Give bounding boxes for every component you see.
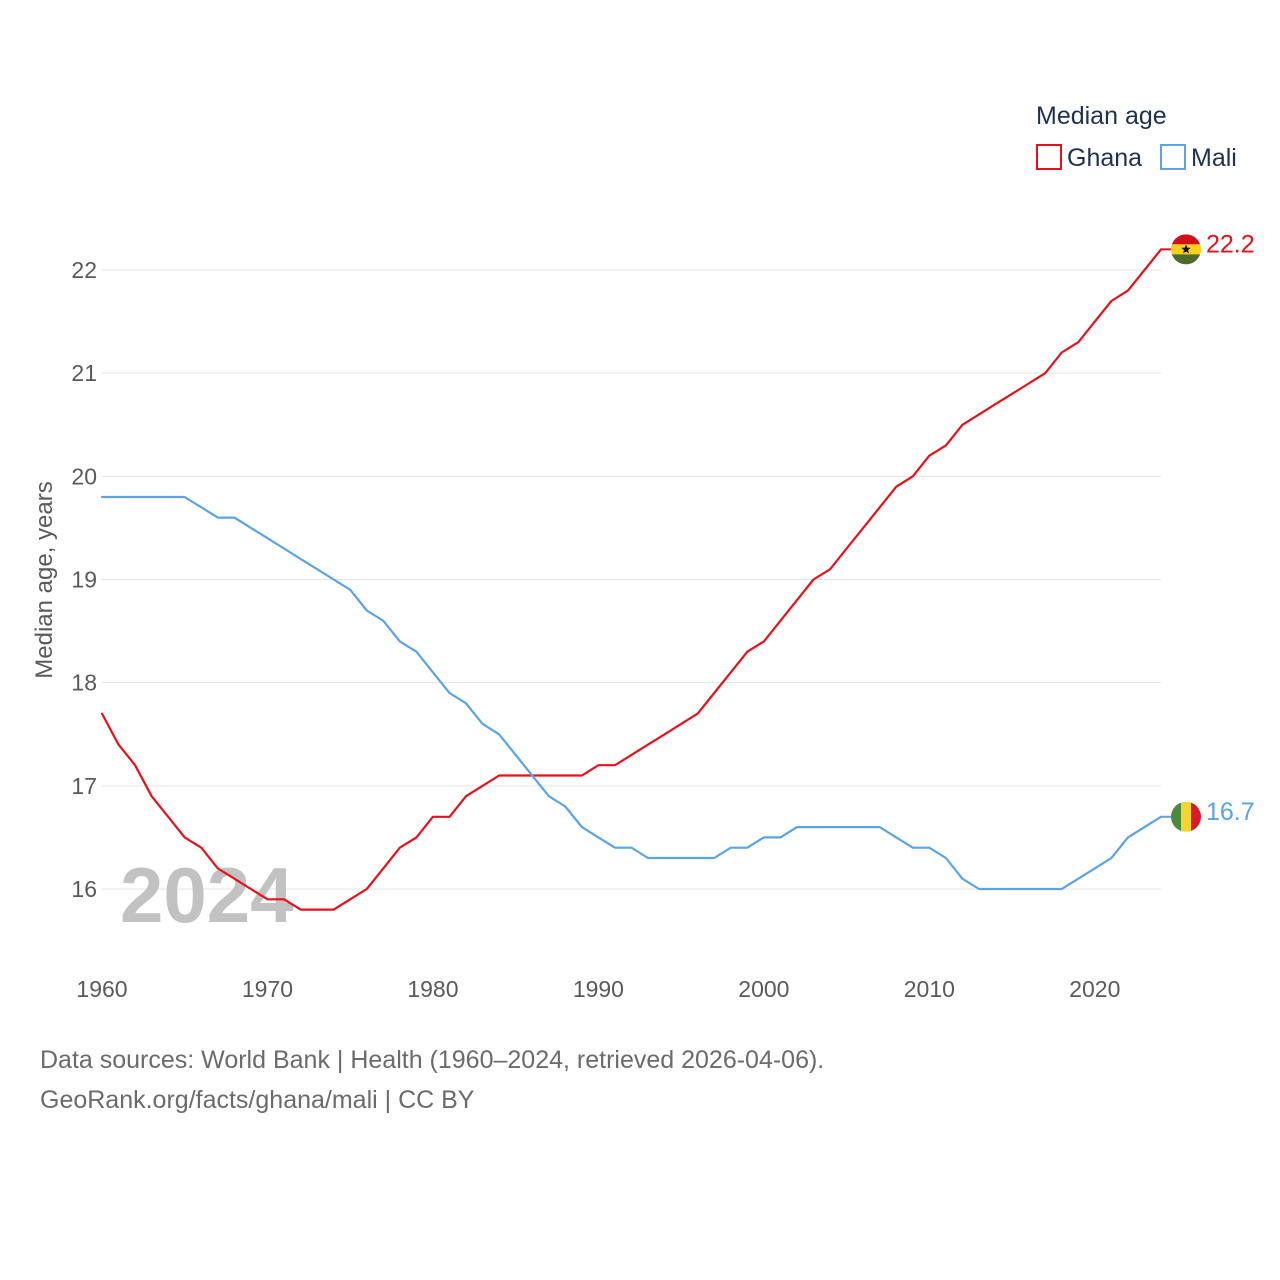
y-axis-ticks: 16 17 18 19 20 21 22 <box>71 257 97 902</box>
legend-swatch-ghana <box>1036 144 1062 170</box>
x-tick-label-2020: 2020 <box>1069 976 1120 1002</box>
y-tick-label-22: 22 <box>71 257 97 283</box>
legend: Median age Ghana Mali <box>1036 102 1237 172</box>
y-tick-label-21: 21 <box>71 360 97 386</box>
flag-ghana-icon <box>1171 234 1201 265</box>
end-label-mali: 16.7 <box>1206 798 1255 826</box>
x-tick-label-1980: 1980 <box>407 976 458 1002</box>
x-tick-label-1990: 1990 <box>573 976 624 1002</box>
flag-mali-icon <box>1171 801 1201 832</box>
legend-label-ghana: Ghana <box>1067 144 1142 172</box>
data-sources-text: Data sources: World Bank | Health (1960–… <box>40 1046 825 1074</box>
median-age-chart: 16 17 18 19 20 21 22 1960 1970 1980 1990 2000 2010 2… <box>31 102 1255 1002</box>
current-year-watermark: 2024 <box>120 851 294 939</box>
legend-title: Median age <box>1036 102 1167 130</box>
legend-item-mali[interactable]: Mali <box>1160 144 1237 172</box>
end-label-ghana: 22.2 <box>1206 230 1255 258</box>
x-tick-label-2000: 2000 <box>738 976 789 1002</box>
x-tick-label-1960: 1960 <box>76 976 127 1002</box>
y-tick-label-17: 17 <box>71 773 97 799</box>
x-tick-label-2010: 2010 <box>904 976 955 1002</box>
series-line-mali[interactable] <box>100 495 1163 891</box>
series-lines <box>100 248 1163 911</box>
footer: Data sources: World Bank | Health (1960–… <box>40 1040 824 1120</box>
y-tick-label-18: 18 <box>71 670 97 696</box>
x-axis-ticks: 1960 1970 1980 1990 2000 2010 2020 <box>76 976 1120 1002</box>
end-markers: 22.2 16.7 <box>1161 230 1255 832</box>
grid-lines <box>102 269 1161 890</box>
x-tick-label-1970: 1970 <box>242 976 293 1002</box>
series-line-ghana[interactable] <box>100 248 1163 911</box>
y-axis-title: Median age, years <box>31 481 58 678</box>
y-tick-label-20: 20 <box>71 463 97 489</box>
y-tick-label-19: 19 <box>71 567 97 593</box>
y-tick-label-16: 16 <box>71 876 97 902</box>
source-link[interactable]: GeoRank.org/facts/ghana/mali | CC BY <box>40 1086 475 1114</box>
legend-label-mali: Mali <box>1191 144 1237 172</box>
legend-item-ghana[interactable]: Ghana <box>1036 144 1142 172</box>
legend-swatch-mali <box>1160 144 1186 170</box>
